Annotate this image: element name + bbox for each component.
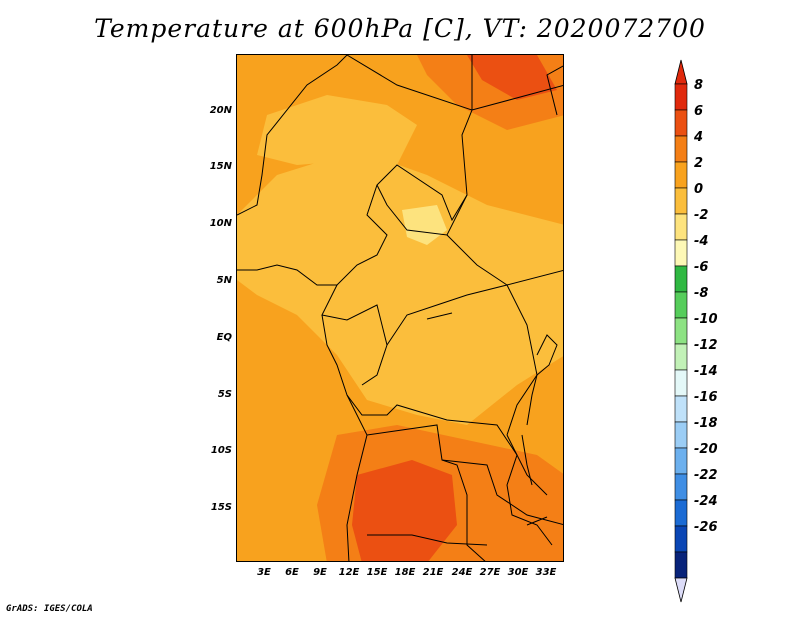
colorbar-swatch [674, 239, 688, 267]
colorbar-tick-label: -8 [694, 286, 709, 301]
lake-line [521, 434, 533, 486]
coastlines-borders [237, 55, 563, 561]
y-tick-label: 10N [209, 218, 232, 229]
colorbar-swatch [674, 551, 688, 579]
colorbar [674, 59, 688, 603]
colorbar-swatch [674, 317, 688, 345]
border-line [237, 55, 473, 286]
y-tick-label: 5N [216, 275, 232, 286]
colorbar-swatch [674, 135, 688, 163]
colorbar-swatch [674, 265, 688, 293]
colorbar-tick-label: -16 [694, 390, 718, 405]
colorbar-tick-label: 6 [694, 104, 704, 119]
x-tick-label: 6E [285, 567, 299, 578]
border-line [367, 534, 488, 546]
border-line [446, 234, 563, 286]
colorbar-swatch [674, 213, 688, 241]
colorbar-tick-label: -18 [694, 416, 718, 431]
colorbar-swatch [674, 161, 688, 189]
border-line [346, 394, 368, 561]
colorbar-bottom-arrow [674, 577, 688, 603]
field-6-8-core [352, 460, 457, 561]
x-tick-label: 24E [451, 567, 473, 578]
colorbar-tick-label: -10 [694, 312, 718, 327]
colorbar-tick-label: -12 [694, 338, 718, 353]
y-tick-label: EQ [216, 332, 232, 343]
border-line [321, 314, 548, 496]
colorbar-tick-label: -4 [694, 234, 709, 249]
x-tick-label: 27E [479, 567, 501, 578]
border-line [506, 434, 553, 546]
field-0-2-region [237, 150, 563, 425]
colorbar-tick-label: -26 [694, 520, 718, 535]
y-tick-label: 15N [209, 161, 232, 172]
colorbar-swatch [674, 291, 688, 319]
border-line [386, 284, 538, 436]
colorbar-swatch [674, 109, 688, 137]
x-tick-label: 18E [394, 567, 416, 578]
border-line [376, 184, 468, 236]
y-tick-label: 5S [217, 389, 232, 400]
x-tick-label: 21E [422, 567, 444, 578]
colorbar-swatch [674, 369, 688, 397]
x-tick-label: 30E [507, 567, 529, 578]
x-tick-label: 15E [366, 567, 388, 578]
temperature-field [237, 55, 563, 561]
chart-title: Temperature at 600hPa [C], VT: 202007270… [94, 14, 706, 43]
y-tick-label: 20N [209, 105, 232, 116]
field-ocean [237, 315, 307, 561]
field-6-8-north [467, 55, 557, 100]
colorbar-tick-label: 8 [694, 78, 704, 93]
border-line [441, 459, 563, 525]
border-line [526, 334, 558, 426]
colorbar-swatch [674, 343, 688, 371]
colorbar-swatch [674, 499, 688, 527]
y-tick-label: 15S [210, 502, 232, 513]
colorbar-swatch [674, 525, 688, 553]
colorbar-top-arrow [674, 59, 688, 85]
colorbar-tick-label: 4 [694, 130, 704, 145]
x-tick-label: 3E [257, 567, 271, 578]
colorbar-swatch [674, 473, 688, 501]
colorbar-swatch [674, 447, 688, 475]
colorbar-swatch [674, 83, 688, 111]
lake-line [426, 312, 453, 320]
colorbar-tick-label: -14 [694, 364, 718, 379]
colorbar-swatch [674, 187, 688, 215]
y-tick-label: 10S [210, 445, 232, 456]
border-line [237, 55, 348, 216]
field-0-2-sahara [257, 95, 417, 165]
colorbar-tick-label: 0 [694, 182, 704, 197]
x-tick-label: 33E [535, 567, 557, 578]
border-line [366, 424, 486, 561]
credit-text: GrADS: IGES/COLA [6, 604, 93, 614]
x-tick-label: 12E [338, 567, 360, 578]
colorbar-swatch [674, 421, 688, 449]
colorbar-tick-label: 2 [694, 156, 704, 171]
colorbar-tick-label: -20 [694, 442, 718, 457]
colorbar-tick-label: -24 [694, 494, 718, 509]
colorbar-swatch [674, 395, 688, 423]
x-tick-label: 9E [313, 567, 327, 578]
colorbar-tick-label: -6 [694, 260, 709, 275]
border-line [546, 65, 563, 116]
colorbar-tick-label: -2 [694, 208, 709, 223]
colorbar-tick-label: -22 [694, 468, 718, 483]
field-cool-pocket [402, 205, 447, 245]
lake-line [526, 516, 548, 526]
map-plot-area [236, 54, 564, 562]
